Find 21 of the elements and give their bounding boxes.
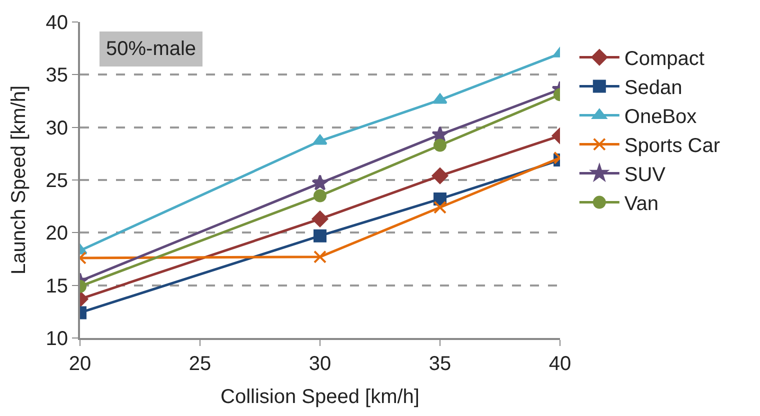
x-tick-label: 35 <box>428 353 452 375</box>
x-tick-label: 25 <box>188 353 212 375</box>
y-axis-title: Launch Speed [km/h] <box>8 85 30 275</box>
x-tick-label: 20 <box>68 353 92 375</box>
legend-label: Van <box>624 193 659 216</box>
x-tick-label: 40 <box>548 353 572 375</box>
legend-label: OneBox <box>624 106 697 128</box>
y-tick-label: 20 <box>46 222 68 245</box>
y-tick-label: 25 <box>46 170 68 192</box>
legend-label: Compact <box>624 48 705 70</box>
legend-label: SUV <box>624 164 666 186</box>
y-tick-label: 30 <box>46 117 68 140</box>
x-axis-title: Collision Speed [km/h] <box>220 386 420 408</box>
y-tick-label: 40 <box>46 12 68 34</box>
x-tick-label: 30 <box>308 353 332 375</box>
y-tick-label: 10 <box>46 328 68 350</box>
legend-label: Sedan <box>624 77 682 100</box>
y-tick-label: 15 <box>46 275 68 298</box>
legend-label: Sports Car <box>624 135 720 158</box>
annotation: 50%-male <box>106 38 196 60</box>
y-tick-label: 35 <box>46 64 68 87</box>
